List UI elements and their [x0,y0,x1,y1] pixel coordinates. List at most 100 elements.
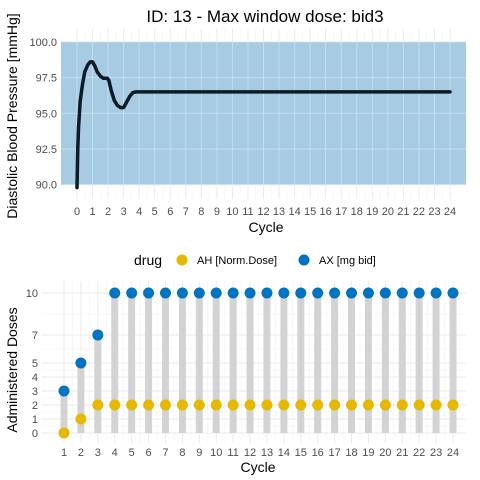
dose-point-ax [295,287,307,299]
dose-x-tick-label: 7 [162,447,168,459]
dose-y-tick-label: 0 [32,428,38,440]
dose-point-ax [227,287,239,299]
dose-x-tick-label: 24 [447,447,459,459]
bp-x-tick-label: 14 [288,206,300,218]
dose-x-tick-labels: 1 2 3 4 5 6 7 8 9 10 11 12 13 14 15 16 17 18 19 20 21 22 23 24 [61,447,459,459]
dose-point-ax [346,287,358,299]
bp-y-axis-label: Diastolic Blood Pressure [mmHg] [4,13,20,218]
dose-x-tick-label: 19 [362,447,374,459]
dose-point-ah [159,399,171,411]
bp-x-tick-label: 21 [397,206,409,218]
dose-x-tick-label: 20 [379,447,391,459]
dose-x-tick-label: 22 [413,447,425,459]
dose-x-tick-label: 3 [95,447,101,459]
dose-point-ax [312,287,324,299]
dose-y-tick-label: 1 [32,414,38,426]
dose-x-tick-label: 12 [244,447,256,459]
dose-y-tick-label: 3 [32,386,38,398]
dose-point-ax [329,287,341,299]
dose-x-tick-label: 11 [227,447,238,459]
dose-point-ah [278,399,290,411]
bp-band-gridlines [61,41,466,186]
bp-y-tick-labels: 90.0 92.5 95.0 97.5 100.0 [29,37,57,192]
dose-point-ah [362,399,374,411]
bp-x-tick-label: 13 [273,206,285,218]
dose-panel: 1 2 3 4 5 6 7 8 9 10 11 12 13 14 15 16 17 18 19 20 21 22 23 24 … [4,281,466,475]
dose-point-ah [109,399,121,411]
bp-x-tick-label: 10 [226,206,238,218]
bp-x-tick-label: 12 [257,206,269,218]
legend-title: drug [134,252,162,268]
dose-point-ah [210,399,222,411]
bp-x-tick-label: 4 [136,206,142,218]
dose-point-ax [193,287,205,299]
bp-y-tick-label: 97.5 [36,73,57,85]
bp-x-tick-label: 15 [304,206,316,218]
dose-point-ax [379,287,391,299]
dose-x-tick-label: 8 [179,447,185,459]
dose-point-ax [210,287,222,299]
dose-point-ax [261,287,273,299]
dose-point-ax [244,287,256,299]
dose-point-ah [312,399,324,411]
bp-x-tick-label: 0 [74,206,80,218]
bp-x-axis-label: Cycle [248,219,283,235]
dose-point-ah [413,399,425,411]
dose-x-tick-label: 14 [278,447,290,459]
dose-point-ax [396,287,408,299]
bp-chart-title: ID: 13 - Max window dose: bid3 [146,7,383,26]
dose-y-tick-label: 10 [26,288,38,300]
dose-point-ah [261,399,273,411]
legend-key-ah [176,254,188,266]
dose-x-tick-label: 15 [295,447,307,459]
dose-x-tick-label: 10 [210,447,222,459]
bp-x-tick-label: 19 [366,206,378,218]
legend-key-ax [298,254,310,266]
dose-x-tick-label: 16 [312,447,324,459]
dose-point-ax [362,287,374,299]
dose-point-ah [430,399,442,411]
dose-x-tick-label: 9 [196,447,202,459]
bp-x-tick-label: 18 [351,206,363,218]
dose-point-ah [379,399,391,411]
dose-point-ah [396,399,408,411]
bp-x-tick-label: 5 [152,206,158,218]
bp-x-tick-label: 17 [335,206,347,218]
dose-point-ax [92,329,104,341]
bp-y-tick-label: 92.5 [36,144,57,156]
bp-series-line [75,60,452,190]
dose-x-tick-label: 6 [146,447,152,459]
dose-point-ah [244,399,256,411]
dose-point-ah [193,399,205,411]
dose-point-ah [75,413,87,425]
dose-point-ah [295,399,307,411]
dose-x-tick-label: 23 [430,447,442,459]
bp-y-tick-label: 90.0 [36,180,57,192]
bp-x-tick-label: 2 [105,206,111,218]
dose-legend: drug AH [Norm.Dose] AX [mg bid] [134,252,376,268]
dose-x-tick-label: 17 [328,447,340,459]
dose-y-axis-label: Administered Doses [4,307,20,432]
dose-point-ax [430,287,442,299]
bp-x-tick-label: 16 [320,206,332,218]
dose-point-ah [447,399,459,411]
dose-point-ax [413,287,425,299]
dose-point-ah [329,399,341,411]
dose-x-tick-label: 1 [61,447,67,459]
dose-x-tick-label: 4 [112,447,118,459]
bp-x-tick-label: 23 [428,206,440,218]
dose-point-ah [92,399,104,411]
dose-point-ax [143,287,155,299]
bp-x-tick-label: 8 [198,206,204,218]
bp-x-tick-label: 7 [183,206,189,218]
dose-y-tick-label: 4 [32,372,38,384]
bp-x-tick-label: 6 [167,206,173,218]
dose-point-ax [109,287,121,299]
legend-label-ah: AH [Norm.Dose] [197,255,277,267]
dose-point-ax [176,287,188,299]
dose-x-tick-label: 18 [345,447,357,459]
dose-x-tick-label: 21 [396,447,408,459]
bp-x-tick-label: 20 [382,206,394,218]
